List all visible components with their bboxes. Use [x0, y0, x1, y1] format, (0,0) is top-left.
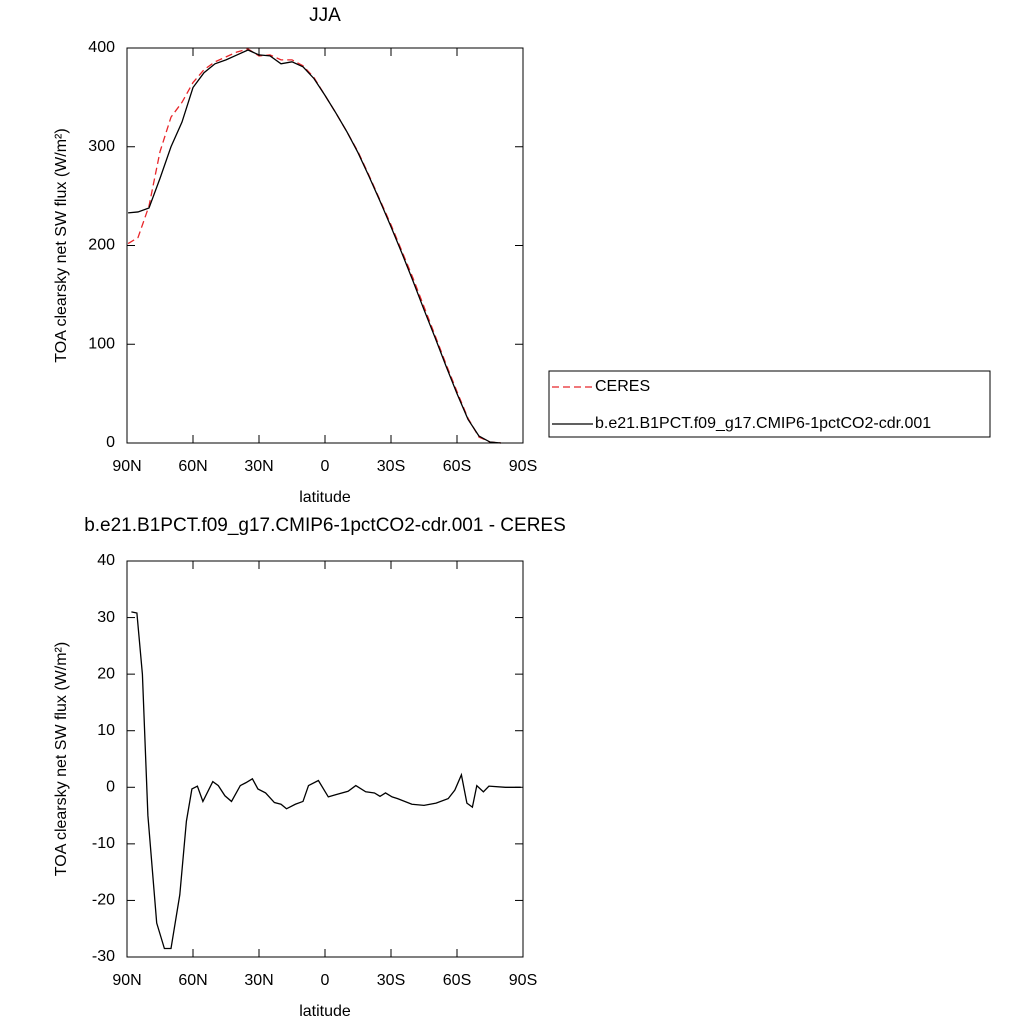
x-tick-label: 0	[321, 458, 330, 475]
plot-frame	[126, 560, 524, 958]
y-tick-label: 100	[88, 335, 115, 352]
x-tick-label: 60S	[443, 972, 471, 989]
x-tick-label: 30N	[244, 972, 273, 989]
x-tick-label: 90S	[509, 972, 537, 989]
y-axis-label: TOA clearsky net SW flux (W/m²)	[53, 128, 70, 362]
x-tick-label: 60N	[178, 972, 207, 989]
y-tick-label: 400	[88, 39, 115, 56]
x-tick-label: 90N	[112, 972, 141, 989]
series-line	[127, 48, 502, 444]
y-tick-label: -20	[92, 892, 115, 909]
y-tick-label: 0	[106, 779, 115, 796]
y-axis-label: TOA clearsky net SW flux (W/m²)	[53, 642, 70, 876]
x-tick-label: 30N	[244, 458, 273, 475]
x-tick-label: 60N	[178, 458, 207, 475]
x-tick-label: 30S	[377, 458, 405, 475]
x-tick-label: 60S	[443, 458, 471, 475]
x-tick-label: 0	[321, 972, 330, 989]
y-tick-label: 30	[97, 609, 115, 626]
x-tick-label: 30S	[377, 972, 405, 989]
y-tick-label: -10	[92, 835, 115, 852]
legend-box	[548, 370, 991, 438]
legend-label: b.e21.B1PCT.f09_g17.CMIP6-1pctCO2-cdr.00…	[595, 415, 931, 432]
x-tick-label: 90N	[112, 458, 141, 475]
legend-label: CERES	[595, 378, 650, 395]
x-axis-label: latitude	[299, 1003, 351, 1020]
y-tick-label: 40	[97, 552, 115, 569]
y-tick-label: 200	[88, 237, 115, 254]
y-tick-label: -30	[92, 948, 115, 965]
series-line	[131, 611, 521, 950]
y-tick-label: 0	[106, 434, 115, 451]
chart-title: JJA	[309, 5, 341, 26]
y-tick-label: 300	[88, 138, 115, 155]
x-axis-label: latitude	[299, 489, 351, 506]
x-tick-label: 90S	[509, 458, 537, 475]
chart-title: b.e21.B1PCT.f09_g17.CMIP6-1pctCO2-cdr.00…	[84, 515, 566, 536]
y-tick-label: 20	[97, 665, 115, 682]
y-tick-label: 10	[97, 722, 115, 739]
series-line	[128, 49, 502, 444]
